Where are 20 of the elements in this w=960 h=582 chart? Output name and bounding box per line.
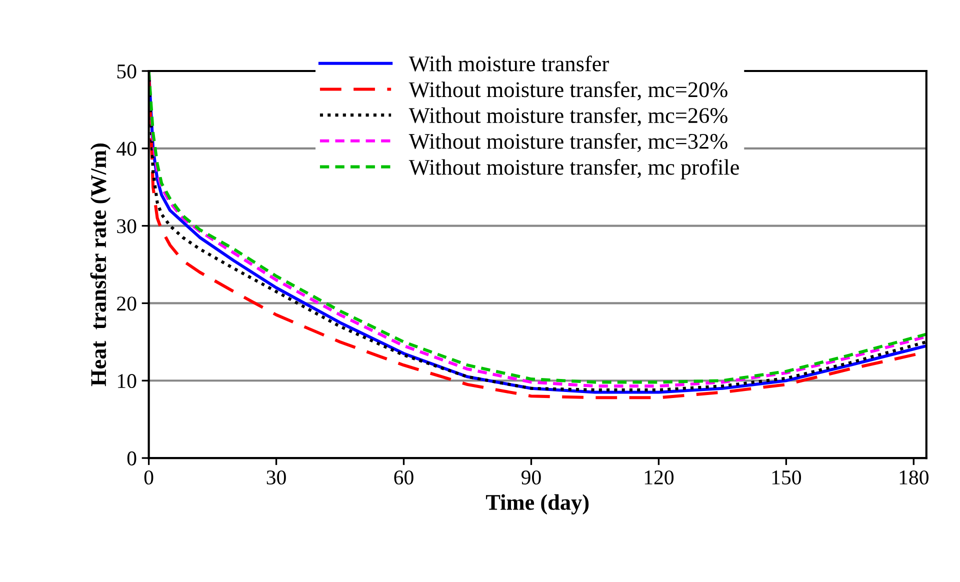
legend-label: Without moisture transfer, mc=26%: [408, 107, 728, 126]
y-tick-label: 10: [118, 374, 136, 388]
y-axis-title: Heat transfer rate (W/m): [90, 144, 111, 386]
y-tick-label: 30: [117, 219, 136, 234]
x-axis-title: Time (day): [486, 494, 589, 515]
x-tick-label: 60: [394, 470, 414, 484]
x-tick-label: 120: [644, 470, 674, 484]
y-tick-label: 0: [127, 451, 136, 466]
legend-label: Without moisture transfer, mc profile: [408, 158, 739, 180]
y-tick-label: 20: [117, 296, 136, 311]
x-tick-label: 30: [266, 470, 286, 484]
legend-label: Without moisture transfer, mc=20%: [408, 81, 728, 100]
x-tick-label: 180: [900, 470, 928, 484]
legend-label: Without moisture transfer, mc=32%: [408, 133, 728, 152]
x-tick-label: 150: [772, 470, 802, 484]
y-tick-label: 40: [116, 142, 136, 156]
y-tick-label: 50: [117, 64, 136, 78]
x-tick-label: 90: [521, 470, 541, 484]
x-tick-label: 0: [144, 470, 154, 484]
legend-label: With moisture transfer: [408, 56, 609, 72]
